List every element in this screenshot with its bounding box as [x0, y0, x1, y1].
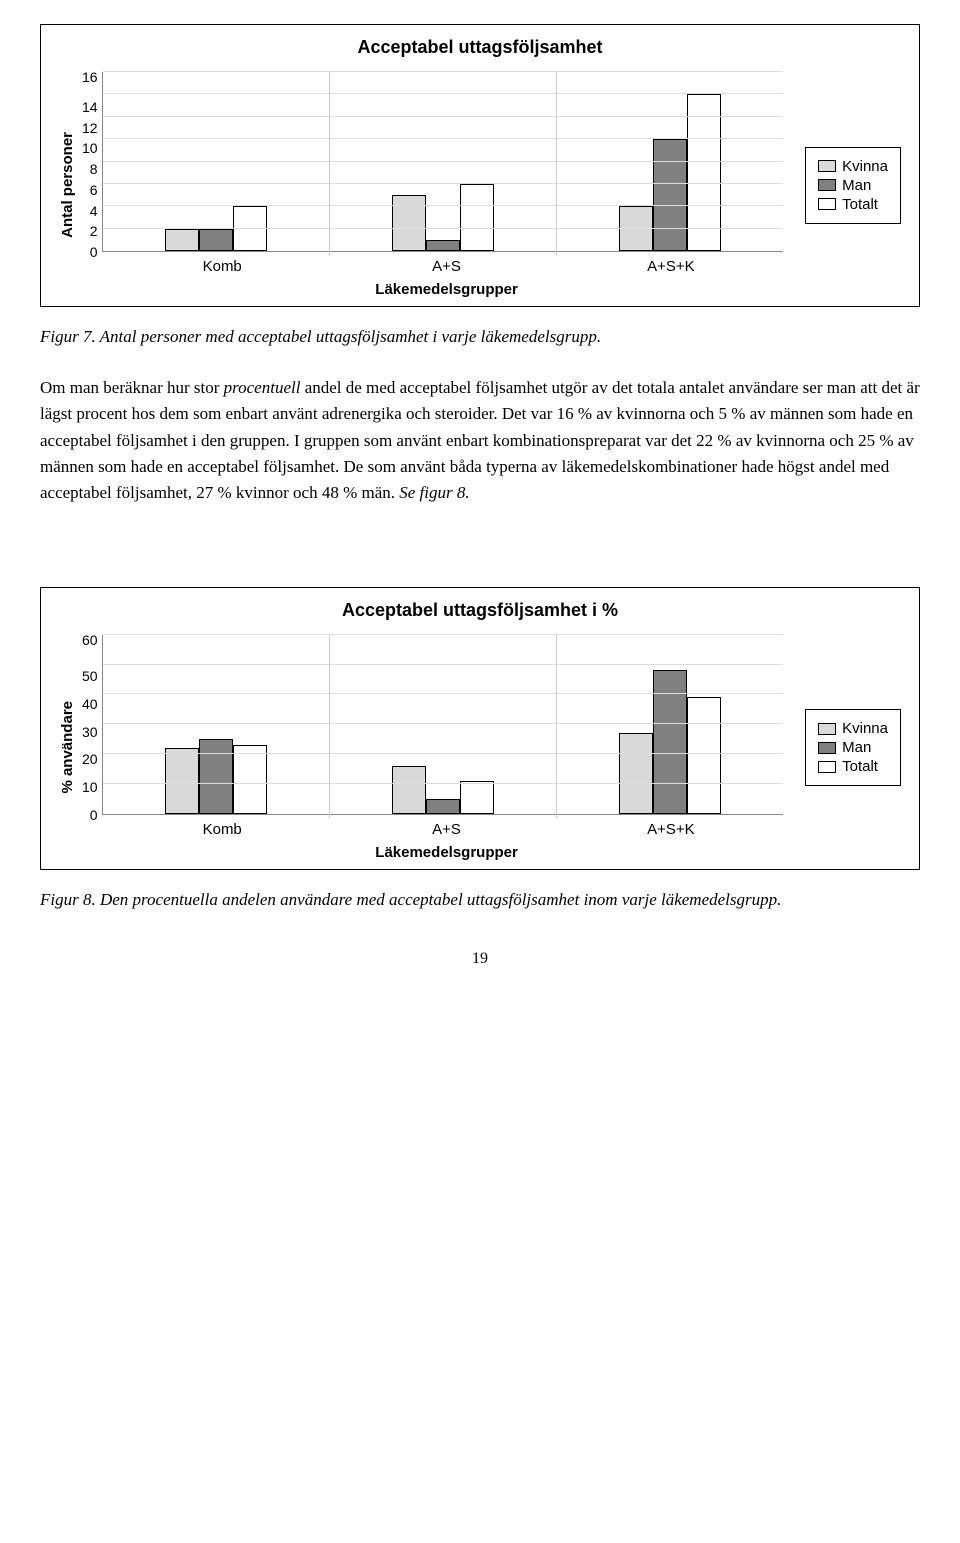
ytick-label: 50 [82, 669, 98, 683]
xtick-label: A+S [334, 821, 558, 838]
chart2-plot-area [102, 635, 784, 815]
legend-swatch [818, 761, 836, 773]
xtick-label: A+S+K [559, 821, 783, 838]
ytick-label: 16 [82, 70, 98, 84]
ytick-label: 12 [82, 121, 98, 135]
bar [687, 697, 721, 814]
legend-item: Man [818, 177, 888, 194]
legend-label: Totalt [842, 758, 878, 775]
chart-1: Acceptabel uttagsföljsamhet Antal person… [40, 24, 920, 307]
category-group [556, 72, 783, 251]
legend-label: Kvinna [842, 720, 888, 737]
bar [392, 766, 426, 814]
bar [619, 733, 653, 814]
ytick-label: 2 [90, 224, 98, 238]
legend-item: Totalt [818, 196, 888, 213]
category-group [329, 635, 556, 814]
ytick-label: 10 [82, 780, 98, 794]
ytick-label: 10 [82, 141, 98, 155]
legend-item: Man [818, 739, 888, 756]
ytick-label: 14 [82, 100, 98, 114]
chart2-xticks: KombA+SA+S+K [110, 821, 783, 838]
legend-label: Man [842, 739, 871, 756]
ytick-label: 0 [90, 808, 98, 822]
ytick-label: 0 [90, 245, 98, 259]
bar [460, 184, 494, 252]
bar [392, 195, 426, 251]
chart2-yticks: 6050403020100 [82, 635, 102, 815]
para-em1: procentuell [224, 378, 301, 397]
figure8-caption: Figur 8. Den procentuella andelen använd… [40, 890, 920, 910]
legend-swatch [818, 723, 836, 735]
bar [426, 799, 460, 814]
bar [199, 739, 233, 814]
ytick-label: 20 [82, 752, 98, 766]
chart1-ylabel: Antal personer [59, 132, 76, 238]
xtick-label: A+S+K [559, 258, 783, 275]
chart1-xlabel: Läkemedelsgrupper [110, 281, 783, 298]
legend-swatch [818, 160, 836, 172]
chart2-legend: Kvinna Man Totalt [805, 709, 901, 786]
legend-label: Kvinna [842, 158, 888, 175]
category-group [329, 72, 556, 251]
bar [199, 229, 233, 252]
category-group [103, 72, 330, 251]
ytick-label: 60 [82, 633, 98, 647]
bar [460, 781, 494, 814]
body-paragraph: Om man beräknar hur stor procentuell and… [40, 375, 920, 507]
legend-swatch [818, 198, 836, 210]
chart1-plot-area [102, 72, 784, 252]
chart-2: Acceptabel uttagsföljsamhet i % % använd… [40, 587, 920, 870]
bar [165, 229, 199, 252]
legend-label: Man [842, 177, 871, 194]
chart2-ylabel: % användare [59, 701, 76, 794]
category-group [556, 635, 783, 814]
legend-label: Totalt [842, 196, 878, 213]
bar [653, 670, 687, 814]
xtick-label: Komb [110, 821, 334, 838]
chart1-xticks: KombA+SA+S+K [110, 258, 783, 275]
ytick-label: 30 [82, 725, 98, 739]
figure7-caption: Figur 7. Antal personer med acceptabel u… [40, 327, 920, 347]
chart1-yticks: 1614121086420 [82, 72, 102, 252]
legend-item: Kvinna [818, 158, 888, 175]
bar [426, 240, 460, 251]
chart2-xlabel: Läkemedelsgrupper [110, 844, 783, 861]
category-group [103, 635, 330, 814]
chart1-legend: Kvinna Man Totalt [805, 147, 901, 224]
xtick-label: A+S [334, 258, 558, 275]
ytick-label: 8 [90, 162, 98, 176]
legend-swatch [818, 179, 836, 191]
ytick-label: 6 [90, 183, 98, 197]
chart2-title: Acceptabel uttagsföljsamhet i % [59, 600, 901, 621]
ytick-label: 4 [90, 204, 98, 218]
para-em2: Se figur 8. [399, 483, 469, 502]
para-text: Om man beräknar hur stor [40, 378, 224, 397]
legend-item: Kvinna [818, 720, 888, 737]
ytick-label: 40 [82, 697, 98, 711]
chart1-title: Acceptabel uttagsföljsamhet [59, 37, 901, 58]
bar [653, 139, 687, 252]
xtick-label: Komb [110, 258, 334, 275]
bar [233, 745, 267, 814]
page-number: 19 [40, 950, 920, 968]
legend-item: Totalt [818, 758, 888, 775]
bar [165, 748, 199, 814]
legend-swatch [818, 742, 836, 754]
